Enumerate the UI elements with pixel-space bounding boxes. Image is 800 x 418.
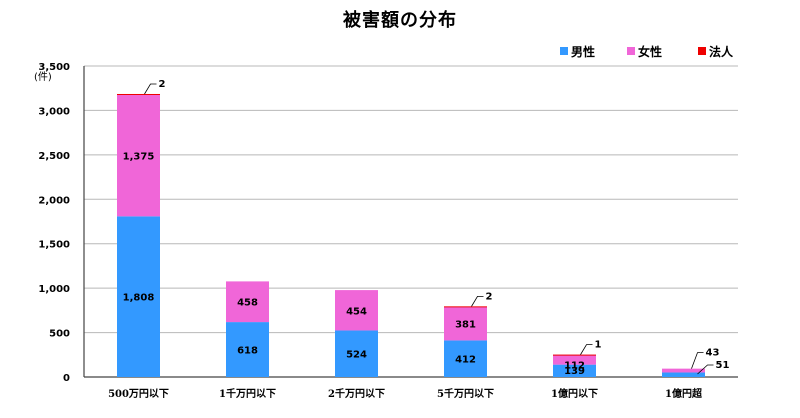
- x-tick-label: 1億円超: [665, 387, 703, 400]
- x-tick-label: 2千万円以下: [328, 387, 385, 400]
- y-tick-label: 0: [63, 373, 70, 384]
- data-label: 139: [564, 366, 585, 377]
- bar-segment: [662, 368, 705, 373]
- x-tick-label: 5千万円以下: [437, 387, 494, 400]
- x-tick-label: 1千万円以下: [219, 387, 276, 400]
- data-label: 2: [159, 79, 166, 90]
- data-label: 454: [346, 306, 367, 317]
- legend-swatch: [627, 47, 635, 55]
- data-label: 2: [486, 291, 493, 302]
- x-axis-labels: 500万円以下 1千万円以下 2千万円以下 5千万円以下 1億円以下 1億円超: [108, 387, 703, 400]
- bar-segment: [444, 340, 487, 377]
- bar-segment: [335, 330, 378, 377]
- legend-label: 男性: [571, 44, 595, 59]
- y-axis-unit-label: (件): [34, 71, 52, 83]
- bar-segment: [553, 354, 596, 365]
- y-tick-label: 500: [49, 329, 70, 340]
- leader-line: [691, 352, 704, 369]
- bar-segment: [662, 372, 705, 377]
- data-label: 1: [595, 340, 602, 351]
- grid-lines: [83, 65, 738, 378]
- bar-segment: [226, 322, 269, 377]
- chart-title: 被害額の分布: [343, 10, 457, 31]
- y-axis-ticks: 0 500 1,000 1,500 2,000 2,500 3,000 3,500: [38, 62, 70, 384]
- leader-line: [144, 83, 157, 95]
- data-label: 1,375: [123, 151, 155, 162]
- leader-line: [471, 295, 484, 307]
- bar-segment: [444, 306, 487, 308]
- data-label: 112: [564, 361, 585, 372]
- data-label: 412: [455, 355, 476, 366]
- legend: 男性 女性 法人: [560, 44, 734, 59]
- data-label: 524: [346, 350, 367, 361]
- bars: [117, 93, 705, 377]
- leader-line: [697, 364, 714, 375]
- x-tick-label: 500万円以下: [108, 388, 169, 400]
- y-tick-label: 2,000: [38, 195, 70, 206]
- data-label: 1,808: [123, 293, 155, 304]
- legend-label: 法人: [709, 44, 734, 59]
- bar-segment: [117, 93, 160, 95]
- y-tick-label: 1,000: [38, 284, 70, 295]
- leader-line: [580, 344, 593, 355]
- bar-segment: [553, 354, 596, 356]
- y-tick-label: 3,000: [38, 106, 70, 117]
- bar-segment: [226, 281, 269, 323]
- bar-segment: [335, 290, 378, 331]
- legend-swatch: [560, 47, 568, 55]
- bar-segment: [117, 216, 160, 377]
- data-label: 458: [237, 298, 258, 309]
- bar-segment: [117, 94, 160, 217]
- bar-segment: [553, 364, 596, 377]
- legend-label: 女性: [638, 44, 662, 59]
- y-tick-label: 1,500: [38, 240, 70, 251]
- data-label: 43: [706, 348, 720, 359]
- data-label: 51: [716, 360, 730, 371]
- data-label: 618: [237, 346, 258, 357]
- y-tick-label: 2,500: [38, 151, 70, 162]
- x-tick-label: 1億円以下: [551, 387, 598, 400]
- y-tick-label: 3,500: [38, 62, 70, 73]
- bar-segment: [444, 306, 487, 341]
- data-label: 381: [455, 319, 476, 330]
- legend-swatch: [698, 47, 706, 55]
